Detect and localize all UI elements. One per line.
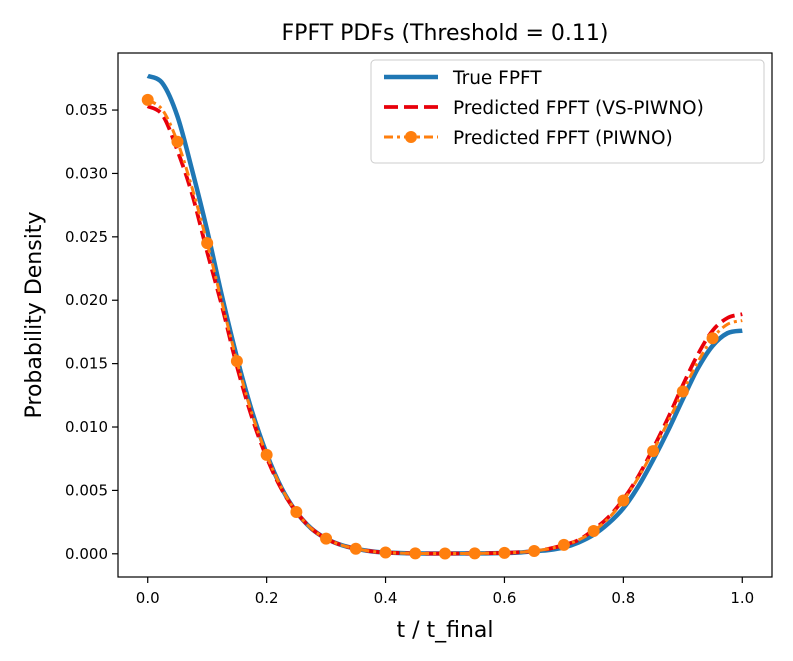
legend-marker <box>405 131 417 143</box>
chart-title: FPFT PDFs (Threshold = 0.11) <box>282 21 609 46</box>
series-marker <box>587 524 600 537</box>
series-marker <box>409 547 422 560</box>
y-axis-ticks: 0.000 0.005 0.010 0.015 0.020 0.025 0.030 0.035 <box>65 101 118 563</box>
x-tick-label: 0.2 <box>255 589 279 607</box>
legend: True FPFT Predicted FPFT (VS-PIWNO) Predic… <box>370 59 765 164</box>
x-tick-label: 0.8 <box>611 589 635 607</box>
x-tick-label: 0.6 <box>493 589 517 607</box>
y-tick-label: 0.015 <box>65 355 108 373</box>
y-tick-label: 0.010 <box>65 418 108 436</box>
series-marker <box>468 547 481 560</box>
series-marker <box>706 332 719 345</box>
series-marker <box>676 385 689 398</box>
series-marker <box>557 538 570 551</box>
series-marker <box>230 355 243 368</box>
y-tick-label: 0.025 <box>65 228 108 246</box>
series-marker <box>141 93 154 106</box>
y-axis-label: Probability Density <box>22 212 47 419</box>
x-tick-label: 1.0 <box>730 589 754 607</box>
series-marker <box>439 547 451 560</box>
series-marker <box>379 546 392 559</box>
legend-frame <box>370 59 765 164</box>
series-marker <box>349 542 362 555</box>
y-tick-label: 0.005 <box>65 481 108 499</box>
series-marker <box>528 545 541 558</box>
y-tick-label: 0.030 <box>65 164 108 182</box>
y-tick-label: 0.035 <box>65 101 108 119</box>
x-tick-label: 0.0 <box>136 589 160 607</box>
legend-label-0: True FPFT <box>452 68 542 89</box>
series-layer <box>141 73 743 560</box>
series-marker <box>320 532 333 545</box>
legend-label-2: Predicted FPFT (PIWNO) <box>453 128 673 149</box>
series-line-1 <box>146 104 743 556</box>
series-marker <box>498 546 511 559</box>
y-tick-label: 0.020 <box>65 291 108 309</box>
series-marker <box>171 135 184 148</box>
x-axis-label: t / t_final <box>396 618 493 643</box>
series-line-2 <box>146 98 743 556</box>
x-tick-label: 0.4 <box>374 589 398 607</box>
series-marker <box>617 494 630 507</box>
x-axis-ticks: 0.0 0.2 0.4 0.6 0.8 1.0 <box>136 577 754 607</box>
plot-frame <box>117 52 773 578</box>
series-marker <box>260 448 273 461</box>
series-marker <box>290 505 303 518</box>
series-marker <box>201 237 214 250</box>
legend-label-1: Predicted FPFT (VS-PIWNO) <box>453 98 704 119</box>
y-tick-label: 0.000 <box>65 545 108 563</box>
series-marker <box>647 445 660 458</box>
